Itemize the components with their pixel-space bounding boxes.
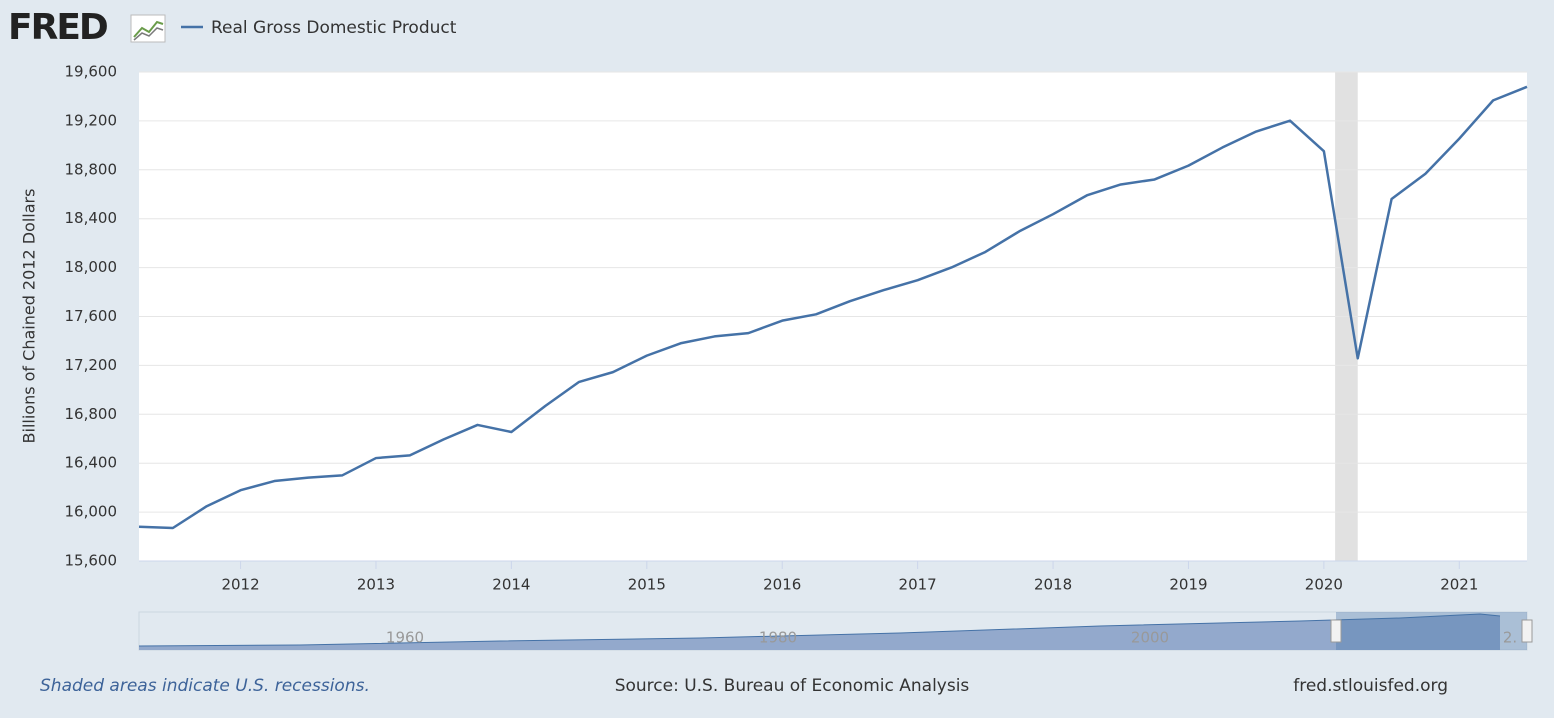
navigator-label: 2.: [1503, 629, 1517, 647]
navigator-label: 1980: [759, 629, 797, 647]
navigator-selection[interactable]: [1336, 612, 1527, 650]
y-tick-label: 17,600: [65, 307, 118, 325]
navigator-handle[interactable]: [1330, 619, 1342, 643]
x-tick-label: 2015: [628, 576, 666, 594]
x-tick-label: 2017: [899, 576, 937, 594]
y-tick-label: 19,200: [65, 111, 118, 129]
y-tick-label: 18,800: [65, 160, 118, 178]
y-tick-label: 16,400: [65, 454, 118, 472]
x-tick-label: 2014: [492, 576, 530, 594]
navigator-area: [139, 614, 1500, 650]
x-tick-label: 2012: [221, 576, 259, 594]
x-tick-label: 2016: [763, 576, 801, 594]
navigator: 1960 1980 2000 2.: [138, 611, 1533, 651]
logo: FRED: [8, 7, 107, 48]
legend-label: Real Gross Domestic Product: [211, 18, 457, 38]
x-tick-label: 2013: [357, 576, 395, 594]
logo-icon: [130, 14, 166, 43]
y-tick-label: 18,000: [65, 258, 118, 276]
x-tick-label: 2021: [1440, 576, 1478, 594]
y-tick-label: 16,800: [65, 405, 118, 423]
y-axis-title: Billions of Chained 2012 Dollars: [20, 189, 39, 444]
navigator-handle[interactable]: [1521, 619, 1533, 643]
navigator-label: 2000: [1131, 629, 1169, 647]
y-tick-label: 15,600: [65, 552, 118, 570]
x-tick-label: 2020: [1305, 576, 1343, 594]
x-tick-label: 2019: [1169, 576, 1207, 594]
site-link[interactable]: fred.stlouisfed.org: [1293, 676, 1448, 696]
x-tick-label: 2018: [1034, 576, 1072, 594]
recession-note: Shaded areas indicate U.S. recessions.: [40, 676, 370, 696]
series-line: [138, 85, 1528, 530]
source: Source: U.S. Bureau of Economic Analysis: [615, 676, 970, 696]
navigator-line: [138, 613, 1501, 647]
y-tick-label: 16,000: [65, 503, 118, 521]
y-tick-label: 17,200: [65, 356, 118, 374]
y-tick-label: 19,600: [65, 63, 118, 81]
y-tick-label: 18,400: [65, 209, 118, 227]
navigator-label: 1960: [386, 629, 424, 647]
